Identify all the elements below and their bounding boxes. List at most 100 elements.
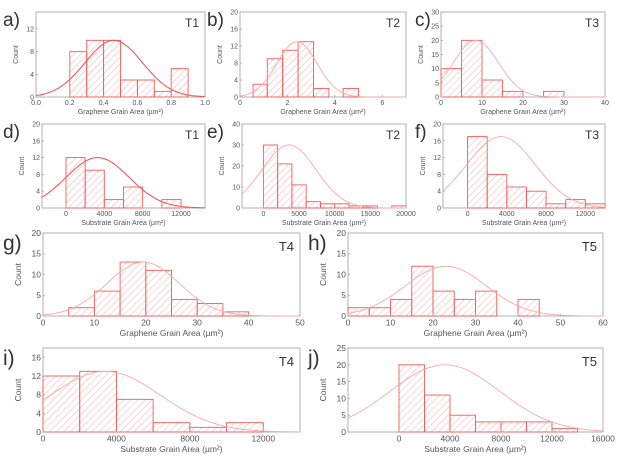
histogram-bar xyxy=(170,68,189,98)
panel-letter: i) xyxy=(3,347,15,370)
panel-g: g) 0 5 10 15 20 0 10 20 30 40 50 Graphene Grain Area… xyxy=(3,228,305,338)
x-tick-label: 20 xyxy=(141,318,151,328)
y-tick-label: 16 xyxy=(433,138,441,145)
histogram-bar xyxy=(319,203,336,209)
histogram-bar xyxy=(313,88,330,98)
y-tick-label: 20 xyxy=(230,9,238,16)
x-tick-label: 10 xyxy=(386,318,396,328)
histogram-bar xyxy=(282,49,299,98)
y-tick-label: 4 xyxy=(30,72,34,79)
y-ticks: 0 10 20 30 40 xyxy=(232,121,244,212)
y-tick-label: 8 xyxy=(234,60,238,67)
x-axis-label: Substrate Grain Area (µm²) xyxy=(424,444,526,454)
histogram-bar xyxy=(123,186,144,209)
panel-letter: c) xyxy=(415,10,431,31)
x-axis-label: Graphene Grain Area (µm²) xyxy=(480,109,565,116)
bars xyxy=(69,39,189,98)
y-tick-label: 12 xyxy=(32,371,42,381)
gaussian-fit-line xyxy=(42,370,300,433)
x-tick-label: 0 xyxy=(41,434,46,444)
y-axis-label: Count xyxy=(13,378,23,401)
y-tick-label: 30 xyxy=(431,9,439,16)
y-ticks: 0 4 8 12 16 20 xyxy=(433,121,445,212)
x-tick-label: 16000 xyxy=(591,434,615,444)
panel-letter: h) xyxy=(308,232,327,255)
y-tick-label: 5 xyxy=(435,80,439,87)
y-tick-label: 8 xyxy=(30,49,34,56)
panel-a: a) 0 4 8 12 0.0 0.2 0.4 0.6 0.8 1.0 Graphene Grain … xyxy=(3,10,210,116)
y-tick-label: 5 xyxy=(341,290,346,300)
histogram-bar xyxy=(526,421,553,433)
x-tick-label: 8000 xyxy=(135,211,151,218)
histogram-bar xyxy=(334,203,350,209)
y-tick-label: 15 xyxy=(337,377,347,387)
x-tick-label: 1.0 xyxy=(200,100,210,107)
y-tick-label: 0 xyxy=(234,94,238,101)
histogram-bar xyxy=(226,422,264,433)
y-tick-label: 10 xyxy=(337,269,347,279)
histogram-bar xyxy=(103,199,124,209)
y-tick-label: 10 xyxy=(431,66,439,73)
panel-letter: a) xyxy=(3,10,20,31)
y-tick-label: 0 xyxy=(435,94,439,101)
x-tick-label: 0 xyxy=(41,318,46,328)
bars xyxy=(42,370,264,433)
x-tick-label: 40 xyxy=(244,318,254,328)
y-tick-label: 0 xyxy=(341,427,346,437)
histogram-bar xyxy=(398,364,425,433)
y-axis-label: Count xyxy=(418,45,425,64)
x-tick-label: 0.2 xyxy=(65,100,75,107)
x-ticks: 0 10 20 30 40 50 xyxy=(41,314,305,328)
panel-i: i) 0 4 8 12 16 0 4000 8000 12000 Substrate Grain A… xyxy=(3,347,301,454)
y-tick-label: 16 xyxy=(32,352,42,362)
sample-tag: T1 xyxy=(185,16,199,30)
gaussian-fit-line xyxy=(442,136,606,208)
histogram-bar xyxy=(461,39,483,98)
gaussian-fit-line xyxy=(239,41,406,98)
x-tick-label: 4000 xyxy=(107,434,126,444)
x-axis-label: Graphene Grain Area (µm²) xyxy=(280,109,365,116)
y-tick-label: 20 xyxy=(433,121,441,128)
y-tick-label: 15 xyxy=(32,249,42,259)
x-tick-label: 30 xyxy=(560,100,568,107)
x-tick-label: 0.0 xyxy=(31,100,41,107)
histogram-bar xyxy=(368,307,391,317)
histogram-bar xyxy=(189,426,228,433)
y-tick-label: 4 xyxy=(36,189,40,196)
y-ticks: 0 4 8 12 xyxy=(26,26,38,101)
histogram-bar xyxy=(266,58,284,98)
histogram-bar xyxy=(115,398,154,433)
y-tick-label: 5 xyxy=(341,410,346,420)
histogram-bar xyxy=(502,90,524,98)
sample-tag: T3 xyxy=(585,16,599,30)
y-axis-label: Count xyxy=(13,263,23,286)
panel-letter: j) xyxy=(307,347,320,370)
y-tick-label: 40 xyxy=(232,121,240,128)
x-ticks: 0 4000 8000 12000 16000 xyxy=(397,430,615,444)
x-ticks: 0 4000 8000 12000 xyxy=(64,206,191,218)
histogram-bar xyxy=(69,51,88,98)
x-tick-label: 8000 xyxy=(180,434,199,444)
sample-tag: T5 xyxy=(582,354,597,369)
histogram-bar xyxy=(424,394,451,433)
histogram-bar xyxy=(65,157,86,209)
histogram-bar xyxy=(467,136,488,209)
x-tick-label: 4000 xyxy=(499,211,515,218)
y-ticks: 0 5 10 15 20 xyxy=(337,228,350,321)
x-tick-label: 10 xyxy=(90,318,100,328)
x-ticks: 0 10 20 30 40 50 60 xyxy=(346,314,608,328)
y-tick-label: 12 xyxy=(230,43,238,50)
x-tick-label: 10000 xyxy=(325,211,345,218)
panel-f: f) 0 4 8 12 16 20 0 4000 8000 12000 Substrate Grain… xyxy=(415,121,606,227)
panel-letter: g) xyxy=(3,232,22,255)
x-axis-label: Substrate Grain Area (µm²) xyxy=(282,220,366,227)
histogram-bar xyxy=(390,298,413,317)
sample-tag: T4 xyxy=(279,354,294,369)
x-axis-label: Graphene Grain Area (µm²) xyxy=(120,328,224,338)
x-ticks: 0 2 4 6 xyxy=(238,95,384,107)
x-tick-label: 30 xyxy=(471,318,481,328)
bars xyxy=(65,157,182,209)
x-axis-label: Substrate Grain Area (µm²) xyxy=(482,220,566,227)
gaussian-fit-line xyxy=(35,39,205,98)
x-axis-label: Substrate Grain Area (µm²) xyxy=(120,444,222,454)
